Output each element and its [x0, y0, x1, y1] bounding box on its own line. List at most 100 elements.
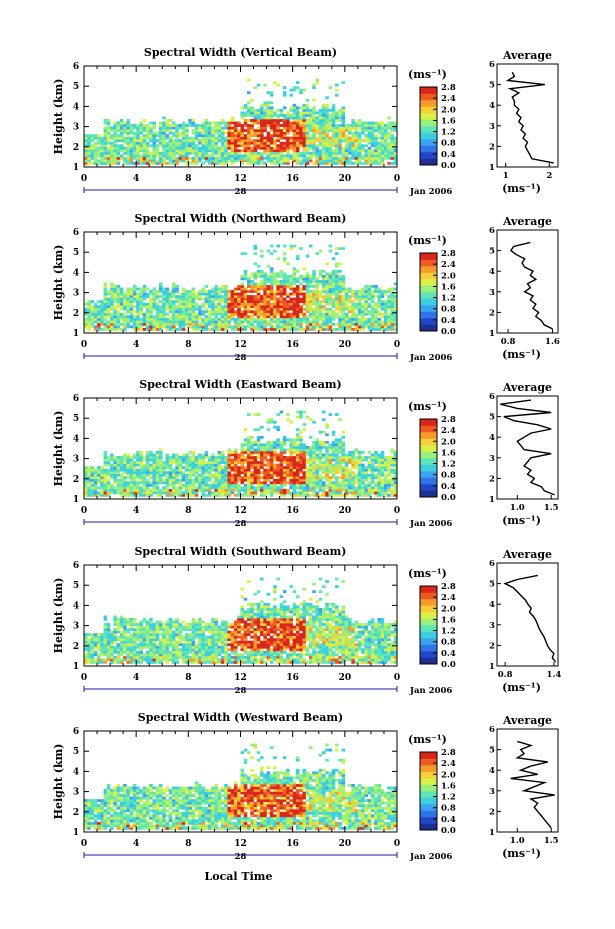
colorbar-tick-label: 0.4 — [441, 316, 456, 326]
heatmap-cell — [322, 124, 326, 127]
heatmap-cell — [129, 473, 134, 477]
heatmap-cell — [106, 471, 111, 475]
heatmap-cell — [328, 124, 333, 127]
heatmap-cell — [341, 295, 346, 298]
heatmap-cell — [178, 493, 183, 497]
heatmap-cell — [305, 139, 310, 143]
heatmap-cell — [318, 108, 323, 112]
heatmap-cell — [341, 119, 346, 122]
heatmap-cell — [185, 466, 189, 469]
heatmap-cell — [181, 305, 186, 309]
heatmap-cell — [253, 491, 258, 495]
heatmap-cell — [260, 282, 264, 286]
heatmap-cell — [162, 310, 166, 314]
heatmap-cell — [312, 443, 316, 447]
heatmap-cell — [269, 451, 274, 454]
heatmap-cell — [364, 300, 368, 303]
heatmap-cell — [354, 315, 359, 319]
heatmap-cell — [243, 106, 248, 110]
heatmap-cell — [178, 144, 183, 148]
heatmap-cell — [260, 131, 264, 135]
heatmap-cell — [260, 488, 264, 492]
heatmap-cell — [299, 438, 303, 442]
heatmap-cell — [142, 320, 147, 324]
heatmap-cell — [338, 463, 342, 467]
heatmap-cell — [357, 156, 362, 160]
heatmap-cell — [302, 456, 307, 459]
heatmap-cell — [331, 305, 336, 309]
heatmap-cell — [331, 124, 336, 127]
heatmap-cell — [188, 144, 192, 148]
heatmap-cell — [315, 468, 320, 472]
heatmap-cell — [318, 478, 323, 482]
heatmap-cell — [126, 456, 130, 459]
heatmap-cell — [260, 129, 264, 132]
heatmap-cell — [172, 458, 176, 462]
heatmap-cell — [217, 476, 222, 480]
heatmap-cell — [322, 121, 326, 125]
heatmap-cell — [344, 159, 349, 163]
heatmap-cell — [211, 493, 215, 497]
heatmap-cell — [331, 297, 336, 301]
heatmap-cell — [341, 322, 346, 326]
heatmap-cell — [126, 461, 130, 464]
heatmap-cell — [312, 468, 316, 472]
heatmap-cell — [168, 129, 173, 132]
heatmap-cell — [110, 149, 114, 153]
heatmap-cell — [87, 305, 91, 309]
heatmap-cell — [113, 473, 117, 477]
heatmap-cell — [364, 292, 368, 296]
heatmap-cell — [253, 320, 258, 324]
heatmap-cell — [162, 322, 166, 326]
heatmap-cell — [240, 156, 245, 160]
heatmap-cell — [276, 327, 280, 331]
heatmap-cell — [207, 312, 212, 316]
heatmap-cell — [155, 146, 160, 150]
heatmap-cell — [201, 144, 205, 148]
heatmap-cell — [357, 292, 362, 296]
heatmap-cell — [126, 161, 130, 165]
heatmap-cell — [217, 471, 222, 475]
heatmap-cell — [302, 493, 307, 497]
heatmap-cell — [305, 488, 310, 492]
heatmap-cell — [325, 458, 329, 462]
heatmap-cell — [370, 139, 375, 143]
heatmap-cell — [106, 141, 111, 145]
heatmap-cell — [152, 141, 157, 145]
colorbar-tick-label: 0.4 — [441, 150, 456, 160]
heatmap-cell — [240, 468, 245, 472]
heatmap-cell — [260, 491, 264, 495]
heatmap-cell — [273, 113, 277, 117]
heatmap-cell — [295, 108, 300, 112]
heatmap-cell — [139, 144, 143, 148]
heatmap-cell — [90, 473, 95, 477]
heatmap-cell — [325, 295, 329, 298]
heatmap-cell — [295, 111, 300, 115]
heatmap-cell — [233, 141, 238, 145]
heatmap-cell — [224, 461, 228, 464]
heatmap-cell — [191, 136, 196, 140]
heatmap-cell — [100, 486, 104, 490]
heatmap-cell — [335, 448, 339, 452]
heatmap-cell — [110, 154, 114, 158]
heatmap-cell — [383, 302, 388, 306]
heatmap-cell — [165, 483, 170, 487]
heatmap-cell — [90, 471, 95, 475]
heatmap-cell — [380, 322, 385, 326]
heatmap-cell — [126, 302, 130, 306]
heatmap-cell — [84, 317, 88, 321]
heatmap-cell — [168, 473, 173, 477]
heatmap-cell — [344, 149, 349, 153]
heatmap-cell — [233, 124, 238, 127]
heatmap-cell — [312, 121, 316, 125]
heatmap-cell — [116, 317, 121, 321]
colorbar-tick-label: 1.6 — [441, 282, 456, 292]
heatmap-cell — [220, 154, 225, 158]
heatmap-cell — [116, 322, 121, 326]
colorbar-tick-label: 2.4 — [441, 260, 456, 270]
heatmap-cell — [374, 161, 378, 165]
heatmap-cell — [145, 491, 150, 495]
heatmap-cell — [341, 124, 346, 127]
heatmap-cell — [292, 327, 297, 331]
heatmap-cell — [289, 478, 293, 482]
